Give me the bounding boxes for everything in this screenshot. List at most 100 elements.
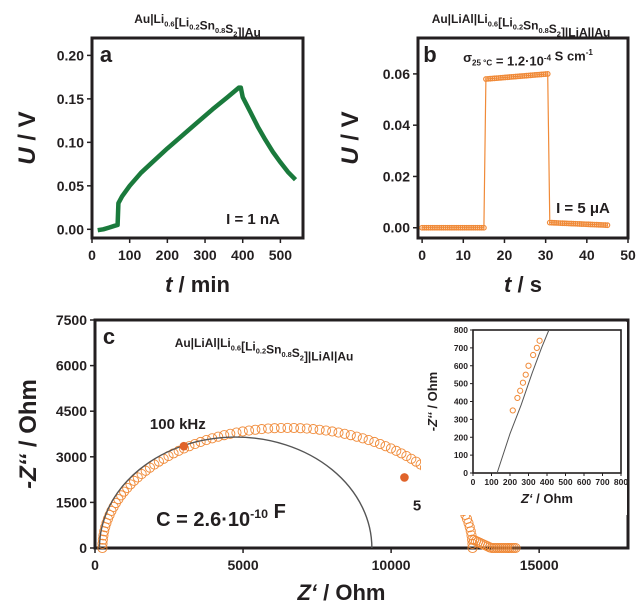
inset-ylabel: -Z‘‘ / Ohm — [425, 372, 440, 431]
panel-b-conductivity-part: σ — [463, 50, 472, 65]
panel-b-letter: b — [423, 42, 436, 67]
panel-b-conductivity-part: = 1.2·10 — [492, 54, 544, 69]
panel-c-point — [464, 522, 475, 533]
y-tick-label: 4500 — [56, 403, 87, 419]
panel-c-point — [275, 422, 287, 434]
panel-c-point — [225, 428, 236, 439]
panel-c-point — [357, 433, 368, 444]
panel-c-title-part: 0.2 — [256, 347, 266, 356]
inset-point — [525, 362, 532, 369]
panel-c-point — [345, 430, 356, 441]
panel-c-title-part: S — [292, 346, 300, 360]
inset-background — [421, 322, 627, 515]
x-tick-label: 100 — [118, 247, 142, 263]
panel-c-point — [125, 479, 136, 490]
panel-c-title-part: ]|LiAl|Au — [304, 349, 353, 363]
inset-y-tick-label: 300 — [454, 414, 468, 424]
inset-ylabel-symbol: -Z‘‘ — [425, 412, 440, 431]
inset-point — [509, 407, 516, 414]
panel-c-capacitance-part: F — [268, 501, 286, 523]
inset-xlabel-symbol: Z‘ — [520, 491, 533, 506]
y-tick-label: 0.02 — [383, 168, 410, 184]
panel-b-ylabel-symbol: U — [337, 147, 364, 165]
panel-b-point — [478, 224, 485, 231]
panel-a-series-line — [97, 85, 298, 233]
x-tick-label: 5000 — [227, 557, 258, 573]
panel-c-point — [119, 486, 130, 497]
y-tick-label: 0.00 — [383, 220, 410, 236]
panel-a-xlabel-symbol: t — [165, 272, 174, 297]
panel-c-point — [339, 428, 350, 439]
panel-a-title-part: ]|Au — [237, 25, 260, 39]
panel-c-point — [369, 436, 380, 448]
panel-a-annotation: I = 1 nA — [226, 211, 280, 228]
panel-c-point — [97, 538, 108, 549]
panel-b-conductivity-part: 25 °C — [472, 59, 492, 68]
panel-b-title-part: Sn — [523, 19, 538, 33]
y-tick-label: 0.06 — [383, 66, 410, 82]
panel-c-point — [510, 542, 521, 554]
panel-a-title-part: Sn — [200, 19, 215, 33]
panel-b-title: Au|LiAl|Li0.6[Li0.2Sn0.8S2]|LiAl|Au — [432, 12, 611, 39]
panel-c-point — [396, 448, 407, 459]
panel-c-point — [122, 482, 133, 494]
panel-a-title-part: 0.6 — [164, 19, 174, 28]
panel-c-point — [333, 427, 344, 438]
panel-b-point — [480, 224, 487, 231]
panel-c-ylabel-unit: / Ohm — [15, 379, 42, 454]
panel-c-point — [401, 450, 412, 462]
panel-b-xlabel: t / s — [504, 272, 542, 297]
inset-xlabel-unit: / Ohm — [533, 491, 573, 506]
panel-c-title: Au|LiAl|Li0.6[Li0.2Sn0.8S2]|LiAl|Au — [175, 336, 354, 363]
panel-c-point — [301, 423, 312, 434]
panel-c-point — [128, 475, 140, 486]
panel-c-point — [231, 427, 242, 438]
panel-a-letter: a — [100, 42, 113, 67]
panel-a-title-part: 0.8 — [215, 26, 225, 35]
x-tick-label: 15000 — [520, 557, 559, 573]
inset-point — [536, 337, 543, 344]
panel-c-capacitance: C = 2.6·10-10 F — [156, 501, 286, 531]
panel-c-ylabel-symbol: -Z‘‘ — [15, 453, 42, 488]
panel-a-title-part: Au|Li — [134, 12, 164, 26]
y-tick-label: 7500 — [56, 312, 87, 328]
panel-c-fit-arc — [98, 436, 373, 549]
panel-b-conductivity: σ25 °C = 1.2·10-4 S cm-1 — [463, 48, 593, 68]
panel-b-series-line — [422, 73, 608, 229]
panel-c-title-part: 2 — [300, 353, 304, 362]
y-tick-label: 1500 — [56, 494, 87, 510]
panel-b-ylabel: U / V — [337, 111, 364, 164]
panel-c-frequency-marker — [179, 441, 189, 451]
inset-point — [522, 371, 529, 378]
y-tick-label: 6000 — [56, 358, 87, 374]
y-tick-label: 0.04 — [383, 117, 410, 133]
panel-b-ylabel-unit: / V — [337, 111, 364, 147]
inset-y-tick-label: 600 — [454, 361, 468, 371]
panel-c-title-part: [Li — [241, 339, 256, 353]
panel-b-title-part: [Li — [498, 15, 513, 29]
y-tick-label: 3000 — [56, 449, 87, 465]
panel-c-title-part: 0.8 — [281, 350, 291, 359]
x-tick-label: 0 — [88, 247, 96, 263]
panel-c-frequency-label: 100 kHz — [150, 416, 206, 433]
panel-b-point — [602, 222, 609, 228]
inset-x-tick-label: 200 — [503, 477, 517, 487]
panel-c-point — [288, 422, 299, 434]
panel-c-point — [380, 441, 391, 452]
y-tick-label: 0.15 — [57, 91, 84, 107]
panel-b-title-part: Au|LiAl|Li — [432, 12, 488, 26]
x-tick-label: 0 — [91, 557, 99, 573]
panel-c-point — [219, 430, 230, 441]
panel-b-annotation: I = 5 μA — [556, 200, 610, 217]
inset-x-tick-label: 400 — [540, 477, 554, 487]
panel-c-ylabel: -Z‘‘ / Ohm — [15, 379, 42, 489]
panel-b-title-part: 0.6 — [488, 19, 498, 28]
x-tick-label: 20 — [497, 247, 513, 263]
inset-xlabel: Z‘ / Ohm — [520, 491, 573, 506]
inset-y-tick-label: 100 — [454, 450, 468, 460]
panel-c-point — [391, 445, 402, 456]
panel-c-point — [256, 424, 267, 435]
panel-c-point — [363, 435, 374, 446]
inset-point — [530, 351, 537, 359]
